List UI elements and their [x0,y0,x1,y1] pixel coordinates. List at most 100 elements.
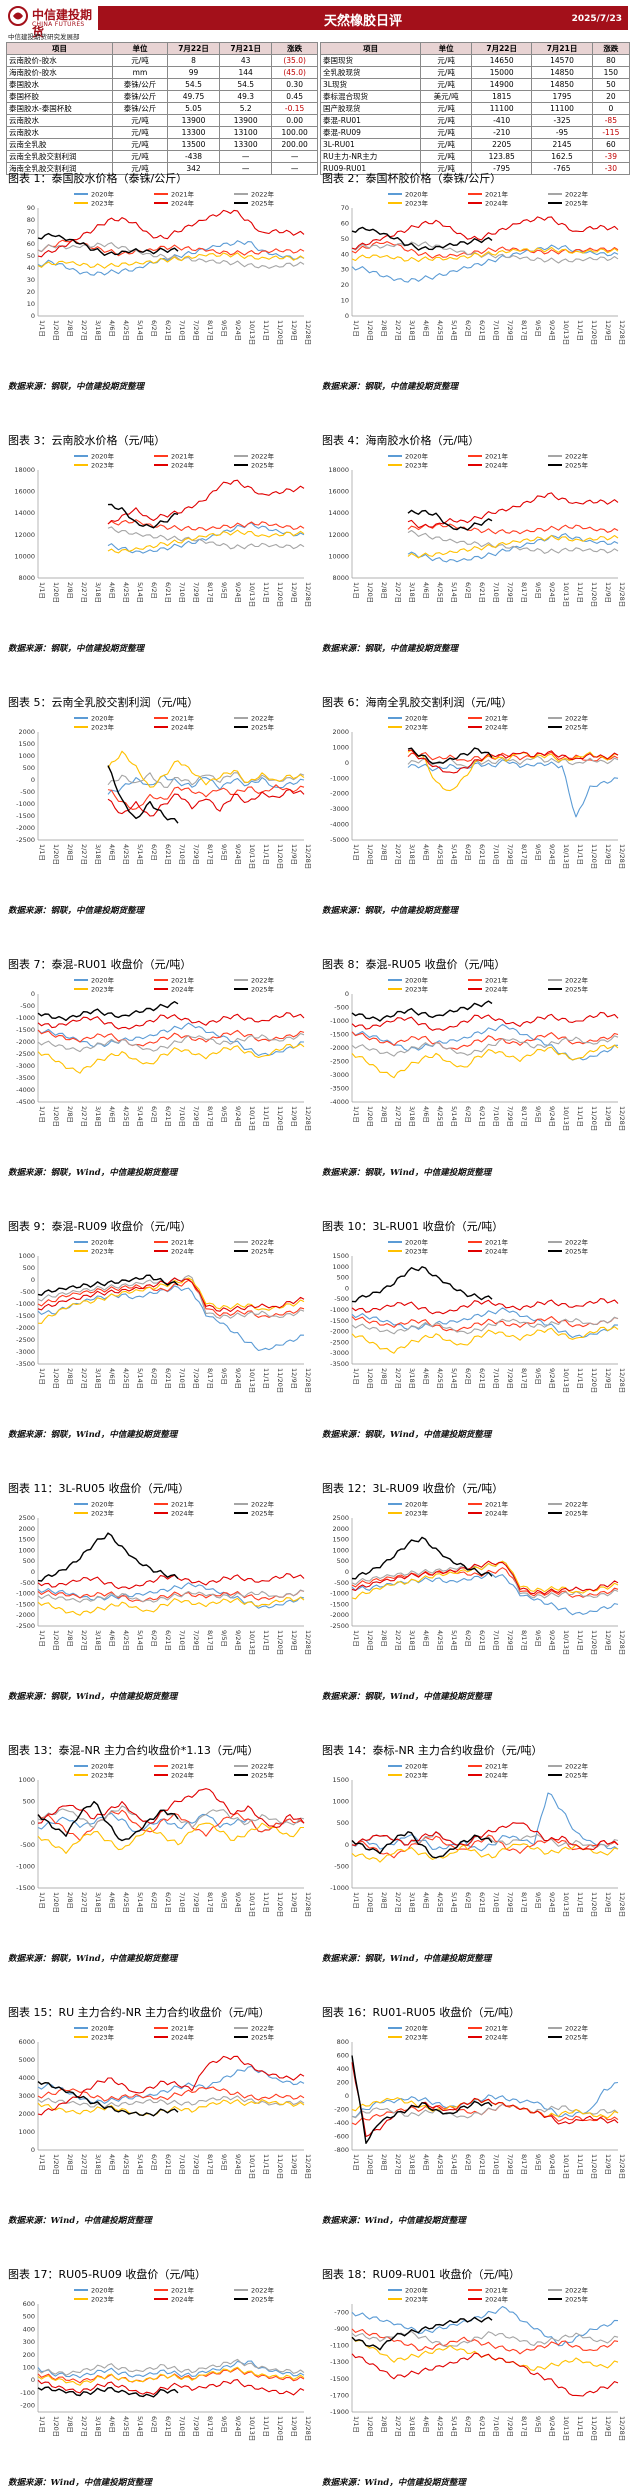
series-line-2020 [37,2360,305,2379]
table-cell: 13300 [219,138,273,151]
chart-panel-c13: 图表 13：泰混-NR 主力合约收盘价*1.13（元/吨） 2020年 2021年 2… [4,1742,316,1966]
x-tick-label: 2/27日 [394,1368,402,1389]
legend-item: 2022年 [548,2024,589,2033]
x-tick-label: 6/21日 [164,1630,172,1651]
table-cell: -210 [471,126,533,139]
x-tick-label: 12/9日 [604,1106,612,1127]
chart-c11: 2020年 2021年 2022年 2023年 2024年 2025年 -2500 -2000… [16,1500,312,1656]
legend-label: 2023年 [405,985,429,994]
x-tick-label: 1/1日 [38,1368,46,1385]
x-tick-label: 7/10日 [178,1630,186,1651]
y-tick-label: 0 [345,759,349,767]
legend-label: 2020年 [91,2286,115,2295]
row-label: 泰混-RU01 [319,114,422,127]
title-bar: 天然橡胶日评 2025/7/23 [98,6,628,30]
y-tick-label: 300 [23,2338,35,2346]
y-tick-label: 30 [341,266,349,274]
x-tick-label: 4/25日 [436,1368,444,1389]
legend-label: 2021年 [171,976,195,985]
x-tick-label: 2/27日 [80,844,88,865]
x-tick-label: 4/6日 [108,2416,116,2433]
x-tick-label: 9/24日 [234,844,242,865]
x-tick-label: 8/17日 [206,2416,214,2437]
legend-label: 2020年 [405,1762,429,1771]
x-tick-label: 11/1日 [262,844,270,865]
table-row: 云南胶价-胶水 元/吨 8 43 (35.0) [5,54,318,67]
x-tick-label: 8/17日 [206,320,214,341]
y-tick-label: -3500 [16,1360,35,1368]
series-line-2020 [37,1285,305,1352]
y-tick-label: 60 [341,219,349,227]
x-tick-label: 12/9日 [604,844,612,865]
legend-item: 2020年 [388,1238,429,1247]
legend-item: 2024年 [154,461,195,470]
legend-item: 2023年 [74,461,115,470]
y-tick-label: 30 [27,276,35,284]
table-cell: — [271,162,318,175]
x-tick-label: 4/6日 [422,1106,430,1123]
row-label: 泰国现货 [319,54,422,67]
x-tick-label: 12/28日 [618,844,626,869]
legend-label: 2022年 [251,1238,275,1247]
x-tick-label: 7/29日 [192,582,200,603]
x-tick-label: 11/1日 [262,582,270,603]
x-tick-label: 4/25日 [436,1892,444,1913]
x-tick-label: 10/13日 [248,320,256,345]
x-tick-label: 6/2日 [150,1630,158,1647]
y-tick-label: -200 [334,2106,349,2114]
x-tick-label: 5/14日 [450,2416,458,2437]
table-cell: 元/吨 [420,66,473,79]
series-line-2024 [37,1277,305,1313]
table-cell: 49.75 [166,90,221,103]
x-tick-label: 6/2日 [464,1892,472,1909]
chart-c7: 2020年 2021年 2022年 2023年 2024年 2025年 -4500 -4000… [16,976,312,1132]
y-tick-label: -1500 [330,1031,349,1039]
legend-label: 2024年 [485,1247,509,1256]
series-line-2021 [37,239,305,257]
x-tick-label: 7/29日 [506,2416,514,2437]
x-tick-label: 11/1日 [262,1106,270,1127]
x-tick-label: 1/20日 [52,1106,60,1127]
table-row: RU09-RU01 元/吨 -795 -765 -30 [319,162,631,175]
table-cell: 200.00 [271,138,318,151]
x-tick-label: 1/1日 [352,582,360,599]
legend-label: 2024年 [485,199,509,208]
x-tick-label: 4/25日 [122,582,130,603]
x-tick-label: 11/20日 [276,2154,284,2179]
chart-source: 数据来源：钢联，Wind，中信建投期货整理 [8,1692,178,1702]
legend-label: 2025年 [251,199,275,208]
x-tick-label: 1/20日 [52,320,60,341]
table-cell: 11100 [531,102,593,115]
legend-item: 2022年 [548,714,589,723]
chart-panel-c9: 图表 9：泰混-RU09 收盘价（元/吨） 2020年 2021年 2022年 2023… [4,1218,316,1442]
x-tick-label: 7/29日 [506,582,514,603]
legend-item: 2022年 [234,190,275,199]
x-tick-label: 3/18日 [94,844,102,865]
chart-panel-c2: 图表 2：泰国杯胶价格（泰铢/公斤） 2020年 2021年 2022年 2023年 20… [318,170,630,394]
y-tick-label: 1500 [18,740,35,748]
table-header-cell: 7月21日 [219,42,273,55]
series-line-2023 [107,750,305,788]
chart-title: 图表 9：泰混-RU09 收盘价（元/吨） [8,1220,192,1233]
table-cell: (35.0) [271,54,318,67]
x-tick-label: 10/13日 [248,2416,256,2441]
x-tick-label: 6/2日 [150,320,158,337]
series-line-2023 [37,1822,304,1854]
y-tick-label: -2500 [16,836,35,844]
series-line-2025 [107,503,179,529]
x-tick-label: 5/14日 [136,2416,144,2437]
row-label: 泰国胶水-泰国杯胶 [5,102,114,115]
y-tick-label: -2000 [330,1611,349,1619]
legend-item: 2023年 [74,199,115,208]
table-row: 云南胶水 元/吨 13300 13100 100.00 [5,126,318,139]
x-tick-label: 4/25日 [122,320,130,341]
x-tick-label: 2/8日 [380,2416,388,2433]
x-tick-label: 1/1日 [352,1630,360,1647]
table-cell: 60 [591,138,631,151]
y-tick-label: 10000 [14,552,35,560]
series-line-2021 [37,1589,305,1603]
legend-label: 2022年 [565,2024,589,2033]
y-tick-label: -3000 [16,1348,35,1356]
chart-c5: 2020年 2021年 2022年 2023年 2024年 2025年 -2500 -2000… [16,714,312,870]
x-tick-label: 9/5日 [220,1368,228,1385]
